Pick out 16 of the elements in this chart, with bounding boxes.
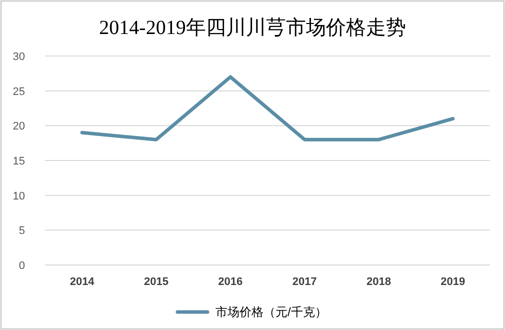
y-tick-label: 25 xyxy=(12,86,25,98)
x-tick-label: 2019 xyxy=(440,276,466,288)
line-series xyxy=(80,75,455,142)
y-tick-label: 20 xyxy=(12,120,25,133)
x-tick-label: 2018 xyxy=(366,276,391,288)
x-tick-label: 2016 xyxy=(218,276,243,288)
y-tick-label: 10 xyxy=(12,190,25,202)
x-tick-label: 2014 xyxy=(70,276,96,288)
chart-title: 2014-2019年四川川芎市场价格走势 xyxy=(99,17,406,39)
x-tick-label: 2015 xyxy=(144,276,168,288)
legend-label: 市场价格（元/千克） xyxy=(216,305,327,319)
y-tick-label: 0 xyxy=(18,260,25,272)
y-tick-label: 30 xyxy=(12,51,25,63)
x-tick-label: 2017 xyxy=(292,276,317,288)
y-tick-label: 15 xyxy=(12,156,25,168)
y-tick-label: 5 xyxy=(18,225,25,238)
